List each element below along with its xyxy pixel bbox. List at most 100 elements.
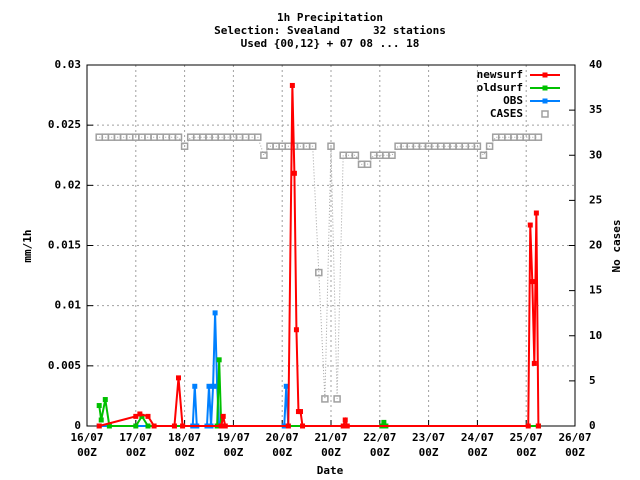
x-tick-label: 23/07 [412,431,445,444]
marker [529,279,535,285]
marker [151,423,157,429]
marker [174,133,183,141]
y-tick-label: 0.005 [48,359,81,372]
marker [531,360,537,366]
marker [133,413,139,419]
marker [180,142,189,150]
marker [133,423,139,429]
marker [291,170,297,176]
y-tick-label: 0 [74,419,81,432]
marker [293,327,299,333]
marker [289,82,295,88]
x-tick-label: 19/07 [217,431,250,444]
chart-title: 1h Precipitation [277,11,383,24]
x-tick-label: 00Z [321,446,341,459]
y2-tick-label: 5 [589,374,596,387]
x-tick-label: 00Z [516,446,536,459]
legend-label: newsurf [477,68,523,81]
marker [381,419,387,425]
x-tick-label: 18/07 [168,431,201,444]
marker [220,413,226,419]
x-tick-label: 00Z [370,446,390,459]
y2-tick-label: 30 [589,148,602,161]
x-tick-label: 00Z [223,446,243,459]
x-tick-label: 16/07 [70,431,103,444]
marker [315,268,323,277]
y-tick-label: 0.02 [55,178,82,191]
marker [363,160,372,169]
marker [533,210,539,216]
legend-marker [541,110,549,118]
x-tick-label: 00Z [77,446,97,459]
y2-tick-label: 35 [589,103,602,116]
marker [212,310,218,316]
marker [96,403,102,409]
marker [340,423,346,429]
y2-tick-label: 15 [589,284,602,297]
x-tick-label: 20/07 [266,431,299,444]
marker [254,133,262,141]
chart-subtitle: Selection: Svealand 32 stations [214,24,446,37]
y2-axis-label: No cases [610,220,623,273]
x-tick-label: 21/07 [314,431,347,444]
y-tick-label: 0.025 [48,118,81,131]
marker [106,423,112,429]
legend-label: oldsurf [477,81,523,94]
marker [388,151,396,159]
x-tick-label: 26/07 [558,431,591,444]
x-tick-label: 00Z [175,446,195,459]
x-tick-label: 17/07 [119,431,152,444]
x-tick-label: 00Z [565,446,585,459]
marker [300,423,306,429]
y2-tick-label: 40 [589,58,602,71]
y-tick-label: 0.01 [55,299,82,312]
marker [535,423,541,429]
legend-label: CASES [490,107,523,120]
y-tick-label: 0.03 [55,58,82,71]
legend-marker [542,85,548,91]
y-tick-label: 0.015 [48,239,81,252]
marker [96,423,102,429]
marker [479,151,488,159]
marker [351,151,360,159]
x-tick-label: 22/07 [363,431,396,444]
y2-tick-label: 0 [589,419,596,432]
marker [176,375,181,381]
marker [98,417,104,423]
marker [525,423,531,429]
marker [534,133,543,141]
marker [137,411,143,417]
marker [206,383,212,389]
marker [308,142,317,150]
marker [485,142,494,150]
x-tick-label: 24/07 [461,431,494,444]
marker [102,397,108,403]
chart-subtitle: Used {00,12} + 07 08 ... 18 [241,37,420,50]
y-axis-label: mm/1h [21,229,34,262]
x-tick-label: 00Z [272,446,292,459]
marker [344,423,350,429]
marker [218,423,224,429]
marker [321,395,329,403]
marker [327,142,335,150]
x-axis-label: Date [317,464,344,477]
marker [260,151,268,159]
legend-marker [542,72,548,78]
marker [171,423,177,429]
marker [283,383,289,389]
marker [145,413,151,419]
legend-label: OBS [503,94,523,107]
marker [214,383,220,389]
x-tick-label: 00Z [419,446,439,459]
y2-tick-label: 10 [589,329,602,342]
legend-marker [542,98,548,104]
x-tick-label: 00Z [126,446,146,459]
y2-tick-label: 25 [589,193,602,206]
x-tick-label: 25/07 [510,431,543,444]
marker [180,423,186,429]
y2-tick-label: 20 [589,239,602,252]
x-tick-label: 00Z [467,446,487,459]
